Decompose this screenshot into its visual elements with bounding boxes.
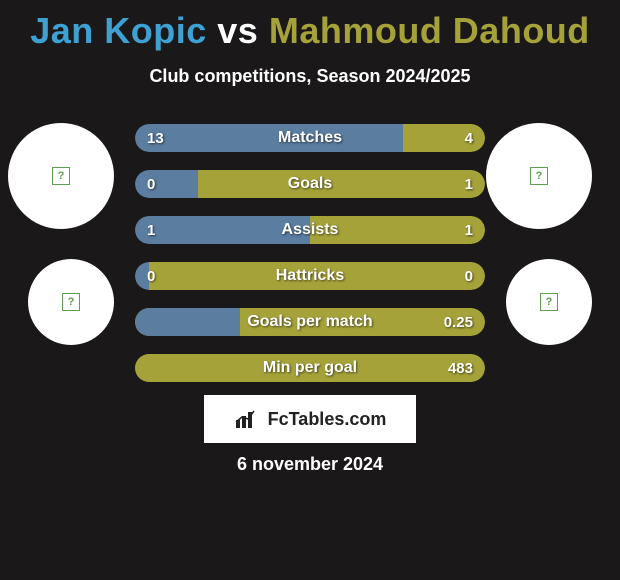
stat-value-left: 1	[147, 216, 155, 244]
stat-row: Hattricks0 0	[135, 262, 485, 290]
fctables-logo: FcTables.com	[204, 395, 416, 443]
chart-icon	[234, 408, 262, 430]
placeholder-icon: ?	[62, 293, 80, 311]
avatar-player1: ?	[8, 123, 114, 229]
stat-row: Goals0 1	[135, 170, 485, 198]
stat-label: Goals	[135, 170, 485, 198]
logo-text: FcTables.com	[268, 409, 387, 430]
stat-value-right: 1	[465, 216, 473, 244]
stat-label: Assists	[135, 216, 485, 244]
placeholder-icon: ?	[52, 167, 70, 185]
stat-value-right: 4	[465, 124, 473, 152]
stat-label: Hattricks	[135, 262, 485, 290]
subtitle: Club competitions, Season 2024/2025	[0, 66, 620, 87]
stat-label: Min per goal	[135, 354, 485, 382]
title-vs: vs	[217, 10, 258, 51]
stat-value-left: 0	[147, 170, 155, 198]
stat-value-right: 0	[465, 262, 473, 290]
comparison-bars: Matches134Goals01Assists11Hattricks00Goa…	[135, 124, 485, 400]
stat-row: Min per goal483	[135, 354, 485, 382]
stat-value-left: 13	[147, 124, 164, 152]
avatar-club2: ?	[506, 259, 592, 345]
placeholder-icon: ?	[540, 293, 558, 311]
stat-row: Assists1 1	[135, 216, 485, 244]
title-player1: Jan Kopic	[30, 10, 207, 51]
stat-value-left: 0	[147, 262, 155, 290]
stat-row: Goals per match0.25	[135, 308, 485, 336]
date-label: 6 november 2024	[0, 454, 620, 475]
stat-value-right: 483	[448, 354, 473, 382]
stat-row: Matches13 4	[135, 124, 485, 152]
avatar-player2: ?	[486, 123, 592, 229]
avatar-club1: ?	[28, 259, 114, 345]
stat-value-right: 0.25	[444, 308, 473, 336]
stat-value-right: 1	[465, 170, 473, 198]
title-player2: Mahmoud Dahoud	[269, 10, 590, 51]
stat-label: Goals per match	[135, 308, 485, 336]
page-title: Jan Kopic vs Mahmoud Dahoud	[0, 0, 620, 52]
stat-label: Matches	[135, 124, 485, 152]
placeholder-icon: ?	[530, 167, 548, 185]
